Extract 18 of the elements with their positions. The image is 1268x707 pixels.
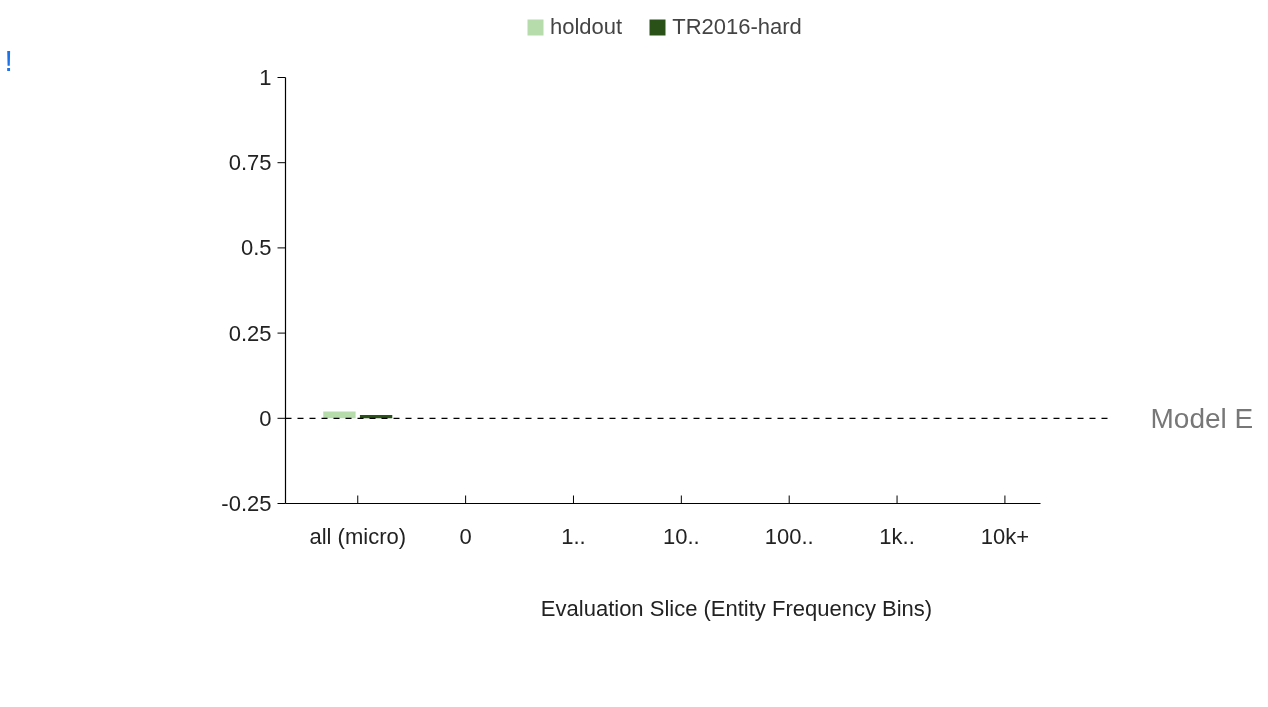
x-tick-label: all (micro) — [309, 524, 407, 549]
y-tick-label: 0.5 — [240, 235, 272, 261]
y-tick-label: 1 — [259, 65, 272, 90]
legend-label: holdout — [550, 14, 623, 40]
y-tick-label: 0 — [259, 405, 272, 431]
x-tick-label: 10.. — [662, 524, 700, 549]
x-tick-label: 0 — [459, 524, 472, 549]
y-tick-label: 0.25 — [228, 320, 272, 346]
x-tick-label: 1k.. — [879, 524, 915, 549]
text: ! — [4, 44, 13, 77]
ref-line-label: Model E — [1150, 402, 1254, 434]
legend-label: TR2016-hard — [672, 14, 802, 40]
x-tick-label: 10k+ — [980, 524, 1030, 549]
y-tick-label: 0.75 — [228, 150, 272, 176]
y-tick-label: -0.25 — [221, 491, 272, 516]
x-axis-title: Evaluation Slice (Entity Frequency Bins) — [540, 596, 933, 621]
x-tick-label: 1.. — [561, 524, 586, 549]
x-tick-label: 100.. — [764, 524, 814, 549]
